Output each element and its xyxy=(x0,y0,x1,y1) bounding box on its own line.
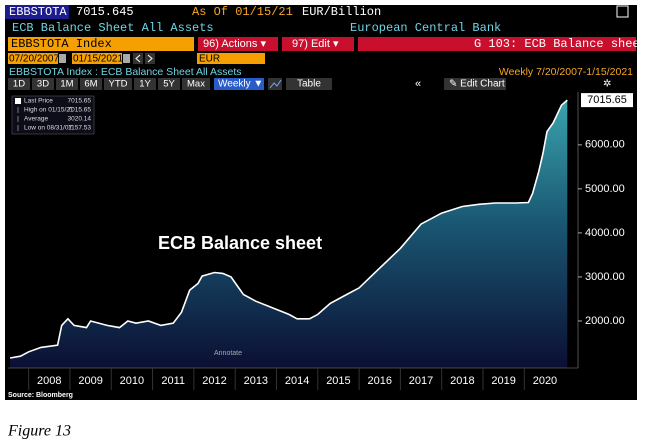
next-button[interactable] xyxy=(145,53,155,64)
prev-arrow xyxy=(135,54,141,63)
legend-value: 7015.65 xyxy=(68,107,92,114)
x-tick-label: 2019 xyxy=(491,375,515,387)
as-of: As Of 01/15/21 xyxy=(192,5,293,19)
caption: Figure 13 xyxy=(7,423,71,440)
range-button[interactable] xyxy=(134,78,156,90)
x-tick-label: 2012 xyxy=(202,375,226,387)
description: ECB Balance Sheet All Assets xyxy=(12,21,214,35)
security: EBBSTOTA Index xyxy=(11,37,112,51)
price: 7015.645 xyxy=(76,5,134,19)
table-button[interactable] xyxy=(286,78,332,90)
range-label: 1M xyxy=(60,79,73,90)
end-date-box[interactable] xyxy=(72,53,122,64)
legend-value: 1157.53 xyxy=(68,125,91,132)
x-tick-label: 2015 xyxy=(326,375,350,387)
range-label: 5Y xyxy=(163,79,175,90)
legend-swatch xyxy=(15,98,21,104)
y-tick-label: 2000.00 xyxy=(585,315,625,327)
legend-value: 3020.14 xyxy=(68,116,92,123)
legend-label: Last Price xyxy=(24,98,53,105)
window-icon[interactable] xyxy=(616,5,629,18)
frequency: Weekly ▼ xyxy=(218,79,263,90)
range-label: Max xyxy=(187,79,205,90)
range-label: 6M xyxy=(84,79,97,90)
x-tick-label: 2014 xyxy=(285,375,309,387)
range-label: 1Y xyxy=(139,79,151,90)
settings-icon[interactable]: ✲ xyxy=(603,79,611,90)
legend-label: Low on 08/31/07 xyxy=(24,125,72,132)
range-button[interactable] xyxy=(32,78,54,90)
chart-name-bar xyxy=(468,37,636,51)
edit-chart: ✎ Edit Chart xyxy=(449,79,505,90)
range-label: 1D xyxy=(13,79,25,90)
prev-button[interactable] xyxy=(133,53,143,64)
plot: 7015.65 2000.00 3000.00 4000.00 5000.00 6000.… xyxy=(8,92,633,390)
table: Table xyxy=(297,79,321,90)
legend-value: 7015.65 xyxy=(68,98,92,105)
red-bar xyxy=(358,37,468,51)
annotation: ECB Balance sheet xyxy=(158,233,322,253)
legend-label: High on 01/15/21 xyxy=(24,107,74,114)
line xyxy=(9,99,568,359)
range-label: YTD xyxy=(109,79,128,90)
start-date-box[interactable] xyxy=(8,53,58,64)
range-button[interactable] xyxy=(158,78,180,90)
edit-button[interactable] xyxy=(282,37,354,51)
x-tick-label: 2017 xyxy=(409,375,433,387)
actions-button[interactable] xyxy=(198,37,278,51)
calendar-icon[interactable] xyxy=(59,54,66,63)
annotate-button[interactable]: Annotate xyxy=(214,350,242,357)
range-button[interactable] xyxy=(182,78,210,90)
y-tick-label: 4000.00 xyxy=(585,227,625,239)
legend-box xyxy=(11,95,95,135)
collapse-icon[interactable]: « xyxy=(415,78,421,90)
period: Weekly 7/20/2007-1/15/2021 xyxy=(499,66,633,78)
edit-chart-button[interactable] xyxy=(444,78,506,90)
start-date: 07/20/2007 xyxy=(9,54,59,65)
legend-label: Average xyxy=(24,116,48,123)
range-button[interactable] xyxy=(80,78,102,90)
calendar-icon[interactable] xyxy=(123,54,130,63)
next-arrow xyxy=(147,54,153,63)
x-tick-label: 2009 xyxy=(78,375,102,387)
range-button[interactable] xyxy=(104,78,132,90)
x-tick-label: 2011 xyxy=(161,375,185,387)
x-tick-label: 2016 xyxy=(367,375,391,387)
currency-box[interactable] xyxy=(197,53,265,64)
y-tick-label: 6000.00 xyxy=(585,139,625,151)
actions: 96) Actions ▾ xyxy=(203,38,266,50)
y-tick-label: 5000.00 xyxy=(585,183,625,195)
end-date: 01/15/2021 xyxy=(73,54,123,65)
range-button[interactable] xyxy=(8,78,30,90)
frequency-button[interactable] xyxy=(214,78,264,90)
issuer: European Central Bank xyxy=(350,21,501,35)
range-button[interactable] xyxy=(56,78,78,90)
x-tick-label: 2013 xyxy=(244,375,268,387)
x-tick-label: 2018 xyxy=(450,375,474,387)
x-tick-label: 2010 xyxy=(120,375,144,387)
chart-name: G 103: ECB Balance sheet xyxy=(474,37,646,51)
subtitle: EBBSTOTA Index : ECB Balance Sheet All A… xyxy=(9,66,241,78)
security-box[interactable] xyxy=(8,37,194,51)
area xyxy=(10,100,568,368)
ticker: EBBSTOTA xyxy=(9,5,67,19)
units: EUR/Billion xyxy=(302,5,381,19)
x-tick-label: 2020 xyxy=(533,375,557,387)
currency: EUR xyxy=(199,54,220,65)
range-buttons: 1D 3D 1M 6M YTD 1Y 5Y Max xyxy=(8,78,210,90)
y-tick-label: 3000.00 xyxy=(585,271,625,283)
source: Source: Bloomberg xyxy=(8,392,73,399)
edit: 97) Edit ▾ xyxy=(292,38,339,50)
ticker-box xyxy=(5,5,69,19)
last-value-label: 7015.65 xyxy=(587,94,627,106)
range-label: 3D xyxy=(37,79,49,90)
x-tick-label: 2008 xyxy=(37,375,61,387)
chart-type-icon xyxy=(269,79,282,89)
last-value-flag xyxy=(581,93,633,108)
